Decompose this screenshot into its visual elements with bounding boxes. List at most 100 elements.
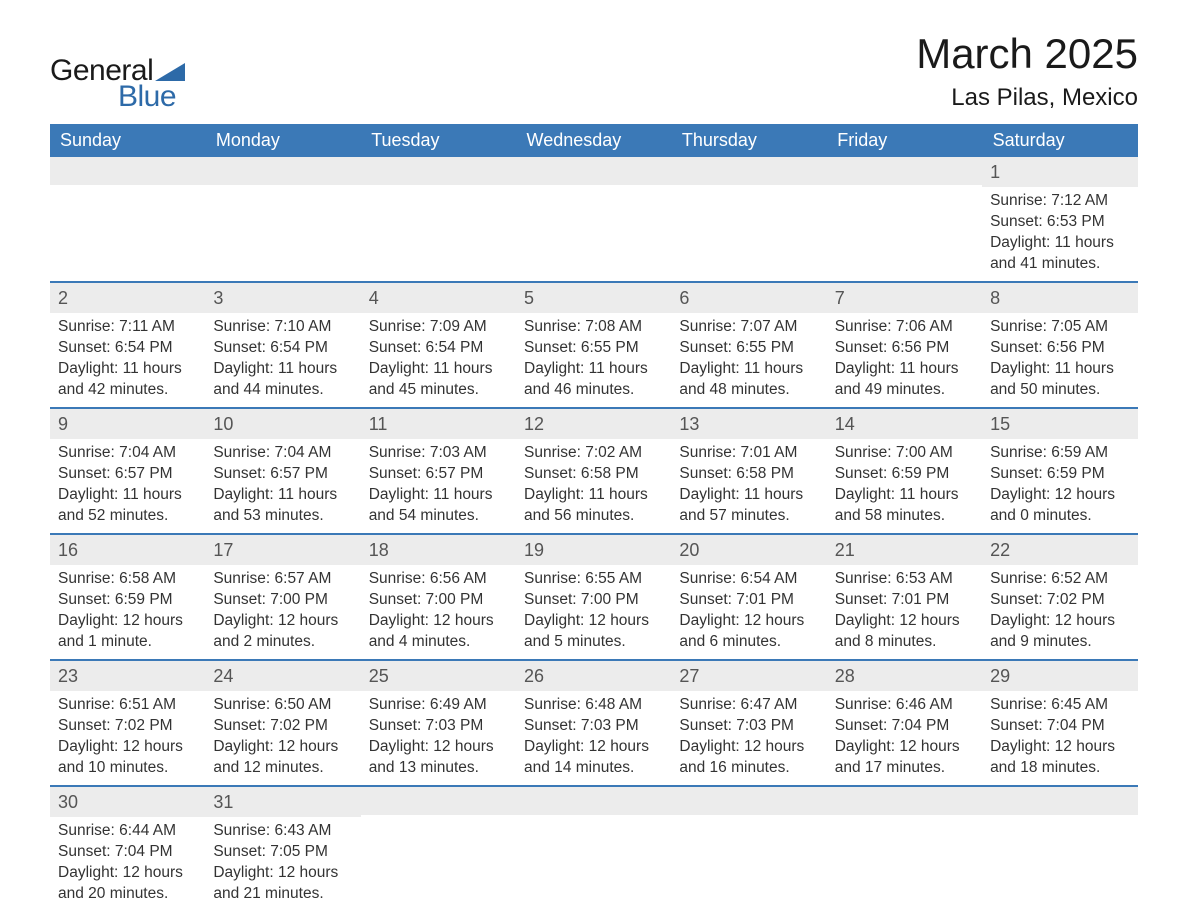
daylight-line: and 45 minutes. xyxy=(369,380,508,401)
day-number: 5 xyxy=(516,283,671,313)
sunrise-line: Sunrise: 6:55 AM xyxy=(524,569,663,590)
day-details: Sunrise: 7:08 AMSunset: 6:55 PMDaylight:… xyxy=(516,313,671,407)
daylight-line: and 6 minutes. xyxy=(679,632,818,653)
day-details: Sunrise: 6:57 AMSunset: 7:00 PMDaylight:… xyxy=(205,565,360,659)
sunset-line: Sunset: 7:00 PM xyxy=(213,590,352,611)
calendar-cell: 26Sunrise: 6:48 AMSunset: 7:03 PMDayligh… xyxy=(516,660,671,786)
sunrise-line: Sunrise: 7:03 AM xyxy=(369,443,508,464)
calendar-cell: 8Sunrise: 7:05 AMSunset: 6:56 PMDaylight… xyxy=(982,282,1137,408)
empty-daynum xyxy=(205,157,360,185)
sunrise-line: Sunrise: 7:00 AM xyxy=(835,443,974,464)
sunrise-line: Sunrise: 7:12 AM xyxy=(990,191,1129,212)
daylight-line: and 5 minutes. xyxy=(524,632,663,653)
calendar-cell xyxy=(516,786,671,911)
sunrise-line: Sunrise: 7:07 AM xyxy=(679,317,818,338)
calendar-cell: 30Sunrise: 6:44 AMSunset: 7:04 PMDayligh… xyxy=(50,786,205,911)
daylight-line: and 58 minutes. xyxy=(835,506,974,527)
daylight-line: Daylight: 11 hours xyxy=(679,359,818,380)
day-details: Sunrise: 6:55 AMSunset: 7:00 PMDaylight:… xyxy=(516,565,671,659)
sunrise-line: Sunrise: 6:46 AM xyxy=(835,695,974,716)
calendar-cell: 31Sunrise: 6:43 AMSunset: 7:05 PMDayligh… xyxy=(205,786,360,911)
daylight-line: and 53 minutes. xyxy=(213,506,352,527)
sunrise-line: Sunrise: 6:52 AM xyxy=(990,569,1129,590)
day-number: 9 xyxy=(50,409,205,439)
sunset-line: Sunset: 7:05 PM xyxy=(213,842,352,863)
day-details: Sunrise: 7:09 AMSunset: 6:54 PMDaylight:… xyxy=(361,313,516,407)
sunset-line: Sunset: 7:02 PM xyxy=(213,716,352,737)
day-details: Sunrise: 7:11 AMSunset: 6:54 PMDaylight:… xyxy=(50,313,205,407)
daylight-line: and 18 minutes. xyxy=(990,758,1129,779)
daylight-line: Daylight: 12 hours xyxy=(990,611,1129,632)
day-number: 13 xyxy=(671,409,826,439)
day-details: Sunrise: 6:56 AMSunset: 7:00 PMDaylight:… xyxy=(361,565,516,659)
calendar-cell: 11Sunrise: 7:03 AMSunset: 6:57 PMDayligh… xyxy=(361,408,516,534)
day-number: 20 xyxy=(671,535,826,565)
calendar-cell xyxy=(361,157,516,282)
calendar-cell: 10Sunrise: 7:04 AMSunset: 6:57 PMDayligh… xyxy=(205,408,360,534)
daylight-line: and 0 minutes. xyxy=(990,506,1129,527)
calendar-week-row: 2Sunrise: 7:11 AMSunset: 6:54 PMDaylight… xyxy=(50,282,1138,408)
sunrise-line: Sunrise: 6:50 AM xyxy=(213,695,352,716)
day-number: 7 xyxy=(827,283,982,313)
sunrise-line: Sunrise: 7:04 AM xyxy=(213,443,352,464)
calendar-cell: 17Sunrise: 6:57 AMSunset: 7:00 PMDayligh… xyxy=(205,534,360,660)
daylight-line: Daylight: 12 hours xyxy=(990,485,1129,506)
sunset-line: Sunset: 7:04 PM xyxy=(835,716,974,737)
daylight-line: and 2 minutes. xyxy=(213,632,352,653)
sunrise-line: Sunrise: 7:08 AM xyxy=(524,317,663,338)
day-details: Sunrise: 7:04 AMSunset: 6:57 PMDaylight:… xyxy=(205,439,360,533)
sunset-line: Sunset: 6:54 PM xyxy=(369,338,508,359)
title-block: March 2025 Las Pilas, Mexico xyxy=(916,30,1138,112)
sunrise-line: Sunrise: 6:43 AM xyxy=(213,821,352,842)
day-number: 10 xyxy=(205,409,360,439)
daylight-line: Daylight: 11 hours xyxy=(679,485,818,506)
sunset-line: Sunset: 6:54 PM xyxy=(58,338,197,359)
calendar-cell: 16Sunrise: 6:58 AMSunset: 6:59 PMDayligh… xyxy=(50,534,205,660)
day-details: Sunrise: 7:07 AMSunset: 6:55 PMDaylight:… xyxy=(671,313,826,407)
daylight-line: Daylight: 12 hours xyxy=(213,611,352,632)
day-details: Sunrise: 6:49 AMSunset: 7:03 PMDaylight:… xyxy=(361,691,516,785)
sunrise-line: Sunrise: 7:11 AM xyxy=(58,317,197,338)
calendar-cell: 18Sunrise: 6:56 AMSunset: 7:00 PMDayligh… xyxy=(361,534,516,660)
daylight-line: Daylight: 12 hours xyxy=(835,611,974,632)
calendar-week-row: 30Sunrise: 6:44 AMSunset: 7:04 PMDayligh… xyxy=(50,786,1138,911)
calendar-cell: 14Sunrise: 7:00 AMSunset: 6:59 PMDayligh… xyxy=(827,408,982,534)
daylight-line: Daylight: 11 hours xyxy=(213,485,352,506)
daylight-line: Daylight: 12 hours xyxy=(58,737,197,758)
sunset-line: Sunset: 7:03 PM xyxy=(524,716,663,737)
daylight-line: Daylight: 12 hours xyxy=(679,737,818,758)
day-number: 17 xyxy=(205,535,360,565)
day-header-row: Sunday Monday Tuesday Wednesday Thursday… xyxy=(50,124,1138,157)
daylight-line: Daylight: 12 hours xyxy=(213,863,352,884)
sunrise-line: Sunrise: 7:06 AM xyxy=(835,317,974,338)
daylight-line: and 42 minutes. xyxy=(58,380,197,401)
calendar-cell xyxy=(516,157,671,282)
day-number: 14 xyxy=(827,409,982,439)
day-details: Sunrise: 6:48 AMSunset: 7:03 PMDaylight:… xyxy=(516,691,671,785)
sunrise-line: Sunrise: 6:54 AM xyxy=(679,569,818,590)
empty-daynum xyxy=(982,787,1137,815)
daylight-line: Daylight: 11 hours xyxy=(835,485,974,506)
day-details: Sunrise: 7:01 AMSunset: 6:58 PMDaylight:… xyxy=(671,439,826,533)
day-number: 4 xyxy=(361,283,516,313)
sunset-line: Sunset: 6:57 PM xyxy=(213,464,352,485)
calendar-cell: 9Sunrise: 7:04 AMSunset: 6:57 PMDaylight… xyxy=(50,408,205,534)
calendar-cell: 12Sunrise: 7:02 AMSunset: 6:58 PMDayligh… xyxy=(516,408,671,534)
daylight-line: and 4 minutes. xyxy=(369,632,508,653)
calendar-week-row: 9Sunrise: 7:04 AMSunset: 6:57 PMDaylight… xyxy=(50,408,1138,534)
sunrise-line: Sunrise: 6:56 AM xyxy=(369,569,508,590)
daylight-line: Daylight: 12 hours xyxy=(369,737,508,758)
calendar-week-row: 23Sunrise: 6:51 AMSunset: 7:02 PMDayligh… xyxy=(50,660,1138,786)
sunset-line: Sunset: 7:02 PM xyxy=(58,716,197,737)
day-number: 24 xyxy=(205,661,360,691)
day-header: Saturday xyxy=(982,124,1137,157)
daylight-line: Daylight: 12 hours xyxy=(679,611,818,632)
daylight-line: Daylight: 11 hours xyxy=(369,485,508,506)
calendar-cell xyxy=(671,786,826,911)
sunrise-calendar: Sunday Monday Tuesday Wednesday Thursday… xyxy=(50,124,1138,911)
sunset-line: Sunset: 6:54 PM xyxy=(213,338,352,359)
sunset-line: Sunset: 6:56 PM xyxy=(835,338,974,359)
calendar-cell xyxy=(205,157,360,282)
day-number: 12 xyxy=(516,409,671,439)
daylight-line: Daylight: 11 hours xyxy=(213,359,352,380)
